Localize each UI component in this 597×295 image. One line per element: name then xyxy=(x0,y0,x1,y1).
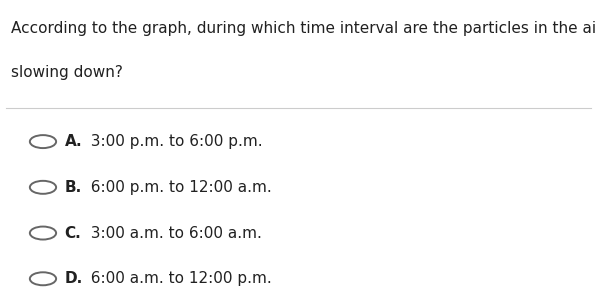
Text: D.: D. xyxy=(64,271,83,286)
Text: 6:00 p.m. to 12:00 a.m.: 6:00 p.m. to 12:00 a.m. xyxy=(81,180,272,195)
Text: C.: C. xyxy=(64,226,81,240)
Text: 6:00 a.m. to 12:00 p.m.: 6:00 a.m. to 12:00 p.m. xyxy=(81,271,272,286)
Text: According to the graph, during which time interval are the particles in the air: According to the graph, during which tim… xyxy=(11,21,597,36)
Text: slowing down?: slowing down? xyxy=(11,65,122,80)
Text: 3:00 a.m. to 6:00 a.m.: 3:00 a.m. to 6:00 a.m. xyxy=(81,226,261,240)
Text: 3:00 p.m. to 6:00 p.m.: 3:00 p.m. to 6:00 p.m. xyxy=(81,134,262,149)
Text: B.: B. xyxy=(64,180,82,195)
Text: A.: A. xyxy=(64,134,82,149)
